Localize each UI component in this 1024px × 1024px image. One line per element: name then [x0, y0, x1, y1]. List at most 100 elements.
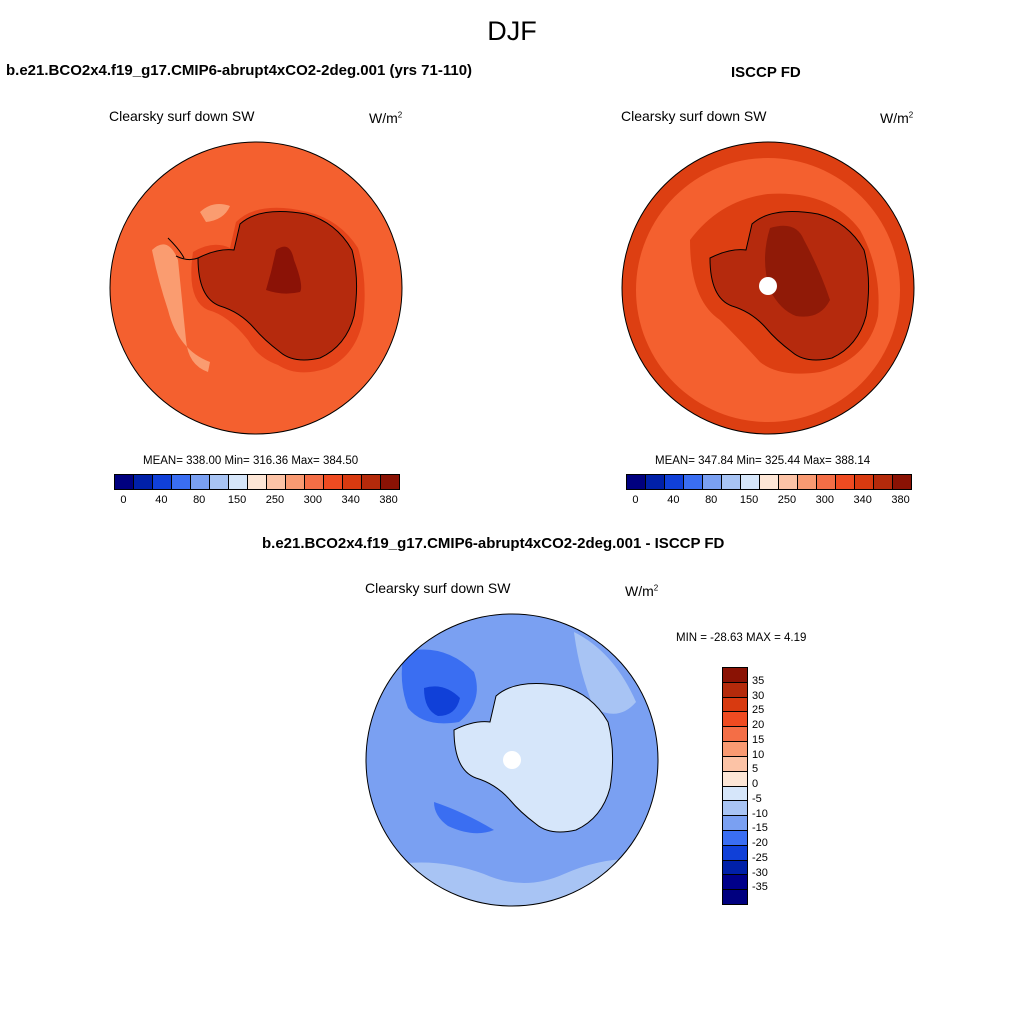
colorbar-swatch — [874, 475, 893, 489]
colorbar-swatch — [115, 475, 134, 489]
colorbar-tick-label: 20 — [752, 719, 765, 731]
model-stats: MEAN= 338.00 Min= 316.36 Max= 384.50 — [143, 455, 359, 467]
model-panel-title: b.e21.BCO2x4.f19_g17.CMIP6-abrupt4xCO2-2… — [6, 62, 473, 79]
obs-units-label: W/m2 — [880, 110, 914, 126]
colorbar-tick-label: -5 — [752, 792, 762, 805]
colorbar-swatch — [646, 475, 665, 489]
colorbar-swatch — [817, 475, 836, 489]
obs-panel-title: ISCCP FD — [731, 64, 801, 81]
colorbar-swatch — [779, 475, 798, 489]
model-polar-map — [109, 141, 403, 435]
colorbar-tick-label: 80 — [193, 494, 206, 506]
obs-high-core — [765, 225, 830, 317]
colorbar-swatch — [210, 475, 229, 489]
colorbar-swatch — [172, 475, 191, 489]
colorbar-swatch — [723, 771, 747, 787]
model-units-label: W/m2 — [369, 110, 403, 126]
colorbar-tick-label: 80 — [705, 494, 718, 506]
colorbar-swatch — [893, 475, 911, 489]
colorbar-swatch — [684, 475, 703, 489]
colorbar-tick-label: 340 — [341, 494, 360, 506]
diff-pole-hole — [503, 751, 521, 769]
model-light-patch — [152, 244, 210, 372]
colorbar-swatch — [741, 475, 760, 489]
colorbar-swatch — [855, 475, 874, 489]
colorbar-tick-label: 380 — [891, 494, 910, 506]
colorbar-tick-label: 150 — [227, 494, 247, 506]
diff-min-max: MIN = -28.63 MAX = 4.19 — [676, 632, 807, 644]
colorbar-tick-label: 30 — [752, 689, 765, 702]
colorbar-tick-label: 40 — [667, 494, 680, 506]
diff-units-label: W/m2 — [625, 583, 659, 599]
colorbar-swatch — [760, 475, 779, 489]
colorbar-tick-label: 150 — [739, 494, 759, 506]
obs-variable-label: Clearsky surf down SW — [621, 108, 767, 124]
colorbar-swatch — [723, 890, 747, 904]
colorbar-swatch — [627, 475, 646, 489]
colorbar-swatch — [381, 475, 399, 489]
colorbar-swatch — [723, 682, 747, 698]
antarctica-land — [453, 683, 614, 833]
colorbar-swatch — [191, 475, 210, 489]
colorbar-swatch — [343, 475, 362, 489]
diff-variable-label: Clearsky surf down SW — [365, 580, 511, 596]
colorbar-swatch — [798, 475, 817, 489]
colorbar-swatch — [723, 786, 747, 802]
colorbar-swatch — [248, 475, 267, 489]
model-high-core — [266, 246, 302, 294]
diff-light-patch — [574, 632, 636, 714]
obs-pole-hole — [759, 277, 777, 295]
colorbar-swatch — [723, 742, 747, 757]
colorbar-tick-label: 5 — [752, 763, 759, 776]
colorbar-tick-label: 300 — [815, 494, 834, 506]
colorbar-tick-label: 0 — [752, 778, 759, 790]
colorbar-swatch — [836, 475, 855, 489]
obs-colorbar — [626, 474, 912, 490]
colorbar-swatch — [723, 756, 747, 772]
colorbar-swatch — [723, 845, 747, 861]
colorbar-tick-label: 25 — [752, 704, 765, 717]
colorbar-swatch — [665, 475, 684, 489]
colorbar-swatch — [267, 475, 286, 489]
colorbar-tick-label: 340 — [853, 494, 872, 506]
colorbar-tick-label: 10 — [752, 748, 765, 761]
colorbar-swatch — [134, 475, 153, 489]
diff-darker-core — [424, 686, 460, 716]
colorbar-swatch — [723, 860, 747, 876]
colorbar-swatch — [723, 875, 747, 891]
model-light-patch-top — [200, 204, 230, 222]
colorbar-swatch — [723, 727, 747, 743]
colorbar-tick-label: 300 — [303, 494, 322, 506]
colorbar-swatch — [703, 475, 722, 489]
colorbar-swatch — [153, 475, 172, 489]
colorbar-swatch — [723, 816, 747, 831]
colorbar-tick-label: -10 — [752, 807, 768, 820]
obs-polar-map — [621, 141, 915, 435]
colorbar-swatch — [229, 475, 248, 489]
colorbar-swatch — [324, 475, 343, 489]
colorbar-swatch — [362, 475, 381, 489]
colorbar-tick-label: -15 — [752, 822, 768, 835]
model-variable-label: Clearsky surf down SW — [109, 108, 255, 124]
colorbar-tick-label: -25 — [752, 851, 768, 864]
colorbar-swatch — [286, 475, 305, 489]
diff-panel-title: b.e21.BCO2x4.f19_g17.CMIP6-abrupt4xCO2-2… — [262, 535, 725, 552]
colorbar-swatch — [723, 830, 747, 846]
peninsula-coast — [167, 237, 199, 261]
colorbar-tick-label: -30 — [752, 866, 768, 879]
colorbar-tick-label: 250 — [777, 494, 797, 506]
colorbar-swatch — [305, 475, 324, 489]
colorbar-tick-label: 0 — [120, 494, 127, 506]
colorbar-tick-label: 35 — [752, 674, 765, 687]
diff-dark-south — [434, 802, 494, 834]
colorbar-swatch — [723, 801, 747, 817]
colorbar-tick-label: -35 — [752, 881, 768, 894]
obs-stats: MEAN= 347.84 Min= 325.44 Max= 388.14 — [655, 455, 871, 467]
colorbar-swatch — [723, 668, 747, 683]
diff-dark-region — [401, 649, 477, 724]
colorbar-tick-label: 380 — [379, 494, 398, 506]
model-colorbar — [114, 474, 400, 490]
colorbar-swatch — [722, 475, 741, 489]
colorbar-tick-label: 0 — [632, 494, 639, 506]
season-title: DJF — [487, 16, 537, 46]
